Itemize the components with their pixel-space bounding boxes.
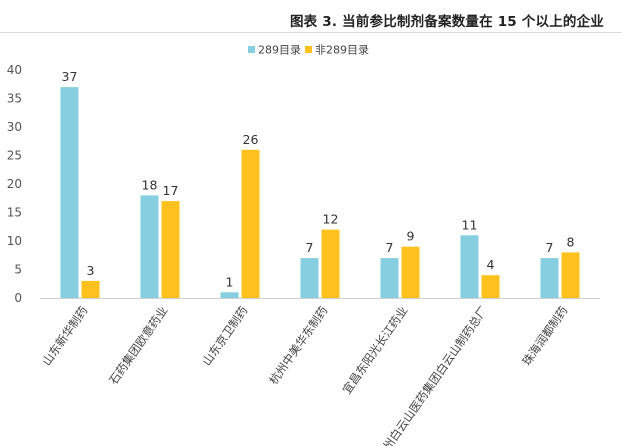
bar xyxy=(60,87,79,298)
bar xyxy=(81,280,100,298)
y-tick-label: 40 xyxy=(7,63,22,77)
bar xyxy=(561,252,580,298)
chart-title: 图表 3. 当前参比制剂备案数量在 15 个以上的企业 xyxy=(289,14,604,30)
bar xyxy=(380,258,399,298)
bar xyxy=(220,292,239,298)
y-tick-label: 25 xyxy=(7,149,22,163)
y-tick-label: 0 xyxy=(14,291,22,305)
data-label: 12 xyxy=(323,212,339,227)
data-label: 7 xyxy=(306,240,314,255)
y-tick-label: 15 xyxy=(7,206,22,220)
data-label: 7 xyxy=(386,240,394,255)
legend-label: 289目录 xyxy=(258,44,301,57)
data-label: 11 xyxy=(462,217,478,232)
legend-swatch xyxy=(305,46,312,53)
x-tick-label: 杭州中美华东制药 xyxy=(266,304,330,387)
data-label: 18 xyxy=(142,177,158,192)
bar xyxy=(241,149,260,298)
bar xyxy=(321,229,340,298)
bar xyxy=(540,258,559,298)
data-label: 3 xyxy=(87,263,95,278)
data-label: 17 xyxy=(163,183,179,198)
legend-swatch xyxy=(248,46,255,53)
data-label: 1 xyxy=(226,274,234,289)
data-label: 8 xyxy=(567,234,575,249)
data-label: 4 xyxy=(487,257,495,272)
bar xyxy=(161,201,180,298)
bar xyxy=(140,195,159,298)
y-tick-label: 35 xyxy=(7,92,22,106)
x-tick-label: 山东新华制药 xyxy=(39,304,90,369)
bar xyxy=(460,235,479,298)
bar xyxy=(481,275,500,298)
title-divider xyxy=(0,32,622,33)
data-label: 7 xyxy=(546,240,554,255)
x-tick-label: 宜昌东阳光长江药业 xyxy=(340,304,411,397)
legend-label: 非289目录 xyxy=(315,44,369,57)
bar xyxy=(300,258,319,298)
y-tick-label: 10 xyxy=(7,234,22,248)
data-label: 26 xyxy=(243,132,259,147)
x-tick-label: 山东京卫制药 xyxy=(199,304,250,369)
x-tick-label: 石药集团欧意药业 xyxy=(106,304,170,387)
y-tick-label: 20 xyxy=(7,177,22,191)
data-label: 37 xyxy=(62,69,78,84)
bar xyxy=(401,246,420,298)
y-tick-label: 5 xyxy=(14,263,22,277)
data-label: 9 xyxy=(407,229,415,244)
x-tick-label: 珠海润都制药 xyxy=(519,304,570,369)
y-tick-label: 30 xyxy=(7,120,22,134)
